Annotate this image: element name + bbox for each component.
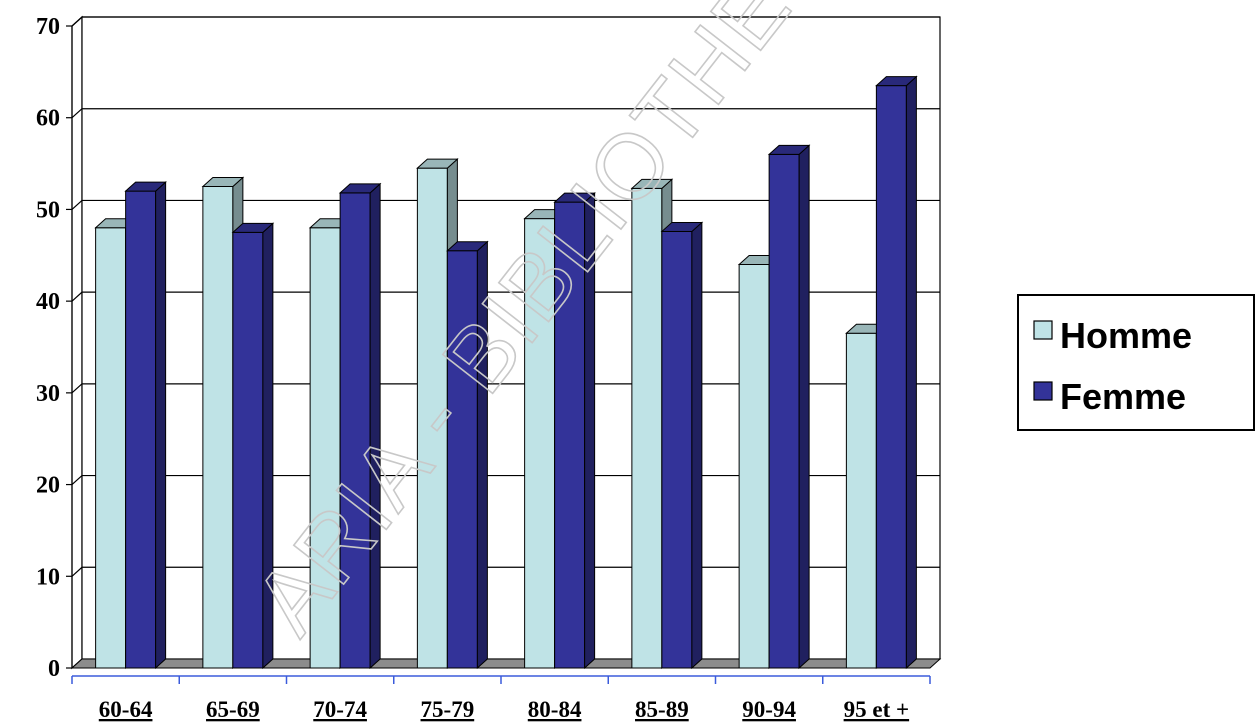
y-tick-label: 30 — [36, 381, 60, 407]
bars — [94, 75, 918, 670]
bar-femme-front — [768, 153, 800, 669]
bar-femme-front — [446, 250, 478, 669]
x-tick-label: 75-79 — [421, 697, 475, 722]
y-tick-label: 0 — [48, 656, 60, 682]
bar-femme-side — [905, 75, 917, 670]
bar-femme-front — [661, 230, 693, 669]
bar-femme-side — [691, 221, 703, 670]
bar-femme-top — [875, 76, 918, 87]
legend: Homme Femme — [1017, 294, 1255, 431]
bar-femme-top — [446, 241, 489, 252]
legend-swatch — [1033, 381, 1053, 401]
legend-label: Femme — [1060, 376, 1186, 417]
plot-floor — [70, 658, 942, 669]
y-tick-label: 20 — [36, 473, 60, 499]
bar-femme-top — [660, 221, 704, 232]
bar-homme-top — [630, 178, 674, 189]
bar-homme-front — [416, 167, 448, 669]
floor-plane — [70, 658, 942, 669]
bar-femme-top — [338, 183, 382, 194]
y-tick-label: 60 — [36, 106, 60, 132]
bar-homme-front — [95, 227, 127, 669]
x-tick-label: 60-64 — [99, 697, 153, 722]
x-tick-label: 95 et + — [844, 697, 909, 722]
legend-box — [1017, 294, 1255, 431]
bar-femme-top — [553, 192, 596, 203]
bar-femme-top — [124, 181, 167, 192]
bar-femme-front — [125, 190, 157, 669]
x-tick-label: 65-69 — [206, 697, 260, 722]
x-tick-label: 70-74 — [313, 697, 367, 722]
side-wall — [71, 15, 83, 670]
x-axis: 60-64 65-69 70-74 75-79 80-84 85-89 90-94 95 et… — [71, 675, 931, 722]
y-tick-label: 50 — [36, 197, 60, 223]
bar-homme-front — [845, 332, 877, 669]
bar-homme-top — [201, 177, 245, 187]
bar-homme-front — [738, 263, 770, 669]
legend-swatch — [1033, 320, 1053, 340]
y-tick-label: 40 — [36, 289, 60, 315]
bar-femme-top — [767, 144, 811, 155]
bar-homme-top — [416, 158, 459, 169]
bar-homme-front — [202, 186, 234, 669]
x-tick-label: 90-94 — [742, 697, 796, 722]
x-tick-label: 85-89 — [635, 697, 689, 722]
y-axis-ticks: 0 10 20 30 40 50 60 70 — [36, 14, 73, 682]
y-tick-label: 10 — [36, 564, 60, 590]
bar-femme-front — [339, 192, 371, 669]
bar-homme-front — [631, 187, 663, 669]
bar-femme-front — [875, 85, 907, 669]
bar-femme-side — [155, 180, 167, 670]
y-tick-label: 70 — [36, 14, 60, 40]
gridline — [71, 108, 940, 119]
x-tick-label: 80-84 — [528, 697, 582, 722]
legend-label: Homme — [1060, 315, 1192, 356]
gridline — [71, 16, 940, 27]
bar-femme-top — [231, 222, 275, 233]
bar-femme-side — [798, 144, 810, 670]
